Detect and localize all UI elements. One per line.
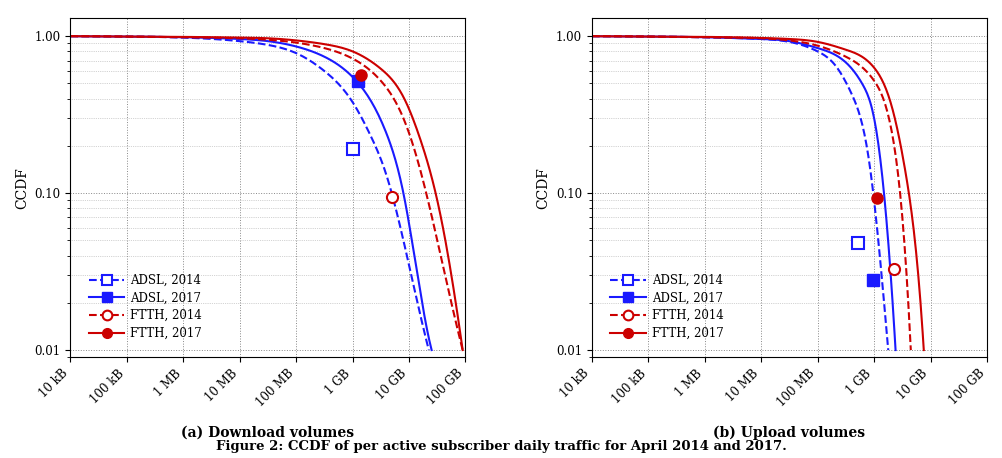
Y-axis label: CCDF: CCDF <box>536 167 550 209</box>
Y-axis label: CCDF: CCDF <box>15 167 29 209</box>
Text: Figure 2: CCDF of per active subscriber daily traffic for April 2014 and 2017.: Figure 2: CCDF of per active subscriber … <box>215 441 787 453</box>
X-axis label: (b) Upload volumes: (b) Upload volumes <box>713 426 866 441</box>
Legend: ADSL, 2014, ADSL, 2017, FTTH, 2014, FTTH, 2017: ADSL, 2014, ADSL, 2017, FTTH, 2014, FTTH… <box>84 269 206 344</box>
X-axis label: (a) Download volumes: (a) Download volumes <box>181 426 355 440</box>
Legend: ADSL, 2014, ADSL, 2017, FTTH, 2014, FTTH, 2017: ADSL, 2014, ADSL, 2017, FTTH, 2014, FTTH… <box>606 269 728 344</box>
